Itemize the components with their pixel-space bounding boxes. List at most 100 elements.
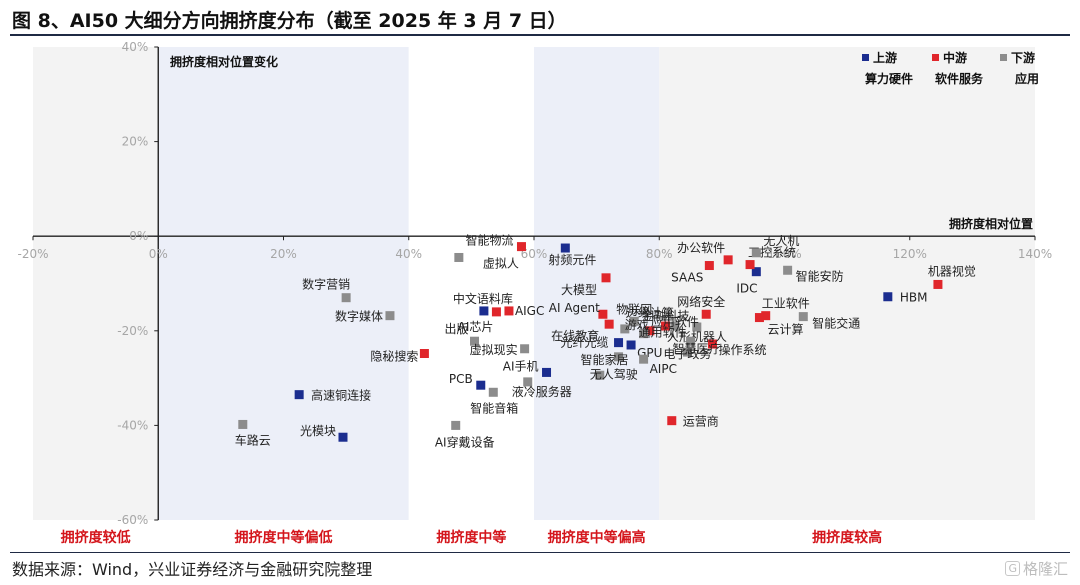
point-2-6 <box>629 316 639 326</box>
point-2-14 <box>614 352 624 362</box>
point-1-16 <box>419 349 429 359</box>
legend-name-1: 中游 <box>943 50 967 65</box>
point-label-1-0: 智能物流 <box>465 233 513 248</box>
point-label-2-11: 出版 <box>444 322 468 336</box>
band-1 <box>158 47 409 520</box>
point-label-1-6: AIGC <box>515 304 544 318</box>
band-labels: 拥挤度较低 拥挤度中等偏低 拥挤度中等 拥挤度中等偏高 拥挤度较高 <box>61 529 883 546</box>
point-1-9 <box>701 309 711 319</box>
point-label-2-18: 液冷服务器 <box>512 384 572 399</box>
x-tick-label: 80% <box>646 247 673 261</box>
point-2-5 <box>798 312 808 322</box>
point-label-2-0: 虚拟人 <box>483 256 519 270</box>
point-0-3 <box>479 306 489 316</box>
legend-swatch-1 <box>932 54 939 61</box>
band-label-2: 拥挤度中等 <box>436 529 506 546</box>
point-0-5 <box>626 340 636 350</box>
point-label-2-21: AI穿戴设备 <box>435 434 495 449</box>
point-label-2-8: 人形机器人 <box>667 330 727 344</box>
watermark: G 格隆汇 <box>1005 558 1068 579</box>
point-2-13 <box>682 347 692 357</box>
point-label-0-8: 高速铜连接 <box>311 388 371 403</box>
point-1-13 <box>661 321 671 331</box>
point-label-2-20: 车路云 <box>235 432 271 447</box>
point-label-1-15: 操作系统 <box>718 342 766 357</box>
point-label-0-7: PCB <box>449 372 473 386</box>
point-1-5 <box>933 279 943 289</box>
band-label-4: 拥挤度较高 <box>812 529 882 546</box>
y-tick-label: -40% <box>117 418 148 432</box>
axes: -20% 0% 20% 40% 60% 80% 100% 120% 140% 40% 20% 0% -2… <box>17 40 1052 527</box>
x-tick-label: 100% <box>767 247 801 261</box>
point-2-0 <box>454 252 464 262</box>
point-2-3 <box>341 293 351 303</box>
point-2-17 <box>595 370 605 380</box>
point-0-4 <box>614 338 624 348</box>
point-2-7 <box>620 324 630 334</box>
legend-name-0: 上游 <box>873 50 897 65</box>
y-tick-label: 40% <box>122 40 149 54</box>
point-label-1-7: AI芯片 <box>458 320 494 334</box>
point-label-2-1: 无人机 <box>763 234 799 248</box>
x-tick-label: 20% <box>270 247 297 261</box>
point-2-16 <box>686 336 696 346</box>
point-label-1-16: 隐秘搜索 <box>370 349 418 364</box>
point-label-2-9: 应用软件 <box>651 314 699 329</box>
point-label-1-17: 运营商 <box>683 414 719 429</box>
point-label-0-2: HBM <box>900 291 928 305</box>
x-axis-title: 拥挤度相对位置 <box>949 216 1033 231</box>
point-label-2-19: 智能音箱 <box>470 400 518 415</box>
point-label-2-7: 游戏 <box>625 318 649 332</box>
band-2 <box>408 47 534 520</box>
point-label-2-5: 智能交通 <box>812 316 860 331</box>
point-2-1 <box>751 248 761 258</box>
point-2-4 <box>385 311 395 321</box>
point-label-0-1: IDC <box>736 282 757 296</box>
point-2-20 <box>238 419 248 429</box>
point-2-18 <box>523 377 533 387</box>
band-label-0: 拥挤度较低 <box>61 529 131 546</box>
point-1-1 <box>723 255 733 265</box>
point-label-2-16: 智慧医疗 <box>673 341 721 356</box>
point-0-7 <box>476 380 486 390</box>
point-label-2-15: AIPC <box>650 362 677 376</box>
watermark-text: 格隆汇 <box>1022 560 1068 578</box>
legend-caption-1: 软件服务 <box>935 71 984 86</box>
source-rule <box>10 552 1070 553</box>
x-tick-label: 60% <box>521 247 548 261</box>
point-label-1-10: 工业软件 <box>762 297 810 311</box>
y-tick-label: 20% <box>122 135 149 149</box>
y-tick-label: -20% <box>117 324 148 338</box>
point-label-1-9: 网络安全 <box>677 294 725 309</box>
x-tick-label: 0% <box>149 247 168 261</box>
crowding-bands <box>33 47 1035 520</box>
band-3 <box>534 47 660 520</box>
point-2-11 <box>470 336 480 346</box>
point-2-8 <box>692 322 702 332</box>
legend-caption-2: 应用 <box>1015 71 1039 86</box>
point-label-0-4: 光纤光缆 <box>561 336 609 350</box>
source-note: 数据来源：Wind，兴业证券经济与金融研究院整理 <box>12 560 373 579</box>
legend-name-2: 下游 <box>1011 50 1035 65</box>
point-1-12 <box>604 319 614 329</box>
point-label-2-13: 电子政务 <box>663 346 711 361</box>
x-tick-label: 120% <box>893 247 927 261</box>
x-tick-label: 140% <box>1018 247 1052 261</box>
title-rule <box>10 34 1070 36</box>
point-0-2 <box>883 292 893 302</box>
watermark-logo-icon: G <box>1005 561 1020 576</box>
point-0-9 <box>338 432 348 442</box>
point-label-0-6: AI手机 <box>503 359 539 373</box>
point-label-0-0: 射频元件 <box>548 252 596 267</box>
point-label-1-1: 办公软件 <box>677 240 725 255</box>
legend-swatch-0 <box>862 54 869 61</box>
point-label-2-2: 智能安防 <box>796 268 844 283</box>
point-label-2-6: 物联网 <box>616 302 652 316</box>
band-label-3: 拥挤度中等偏高 <box>548 529 646 546</box>
point-label-1-5: 机器视觉 <box>928 263 976 278</box>
point-label-2-3: 数字营销 <box>302 277 350 292</box>
band-label-1: 拥挤度中等偏低 <box>235 529 333 546</box>
point-label-1-4: 大模型 <box>561 283 597 297</box>
point-2-19 <box>488 387 498 397</box>
